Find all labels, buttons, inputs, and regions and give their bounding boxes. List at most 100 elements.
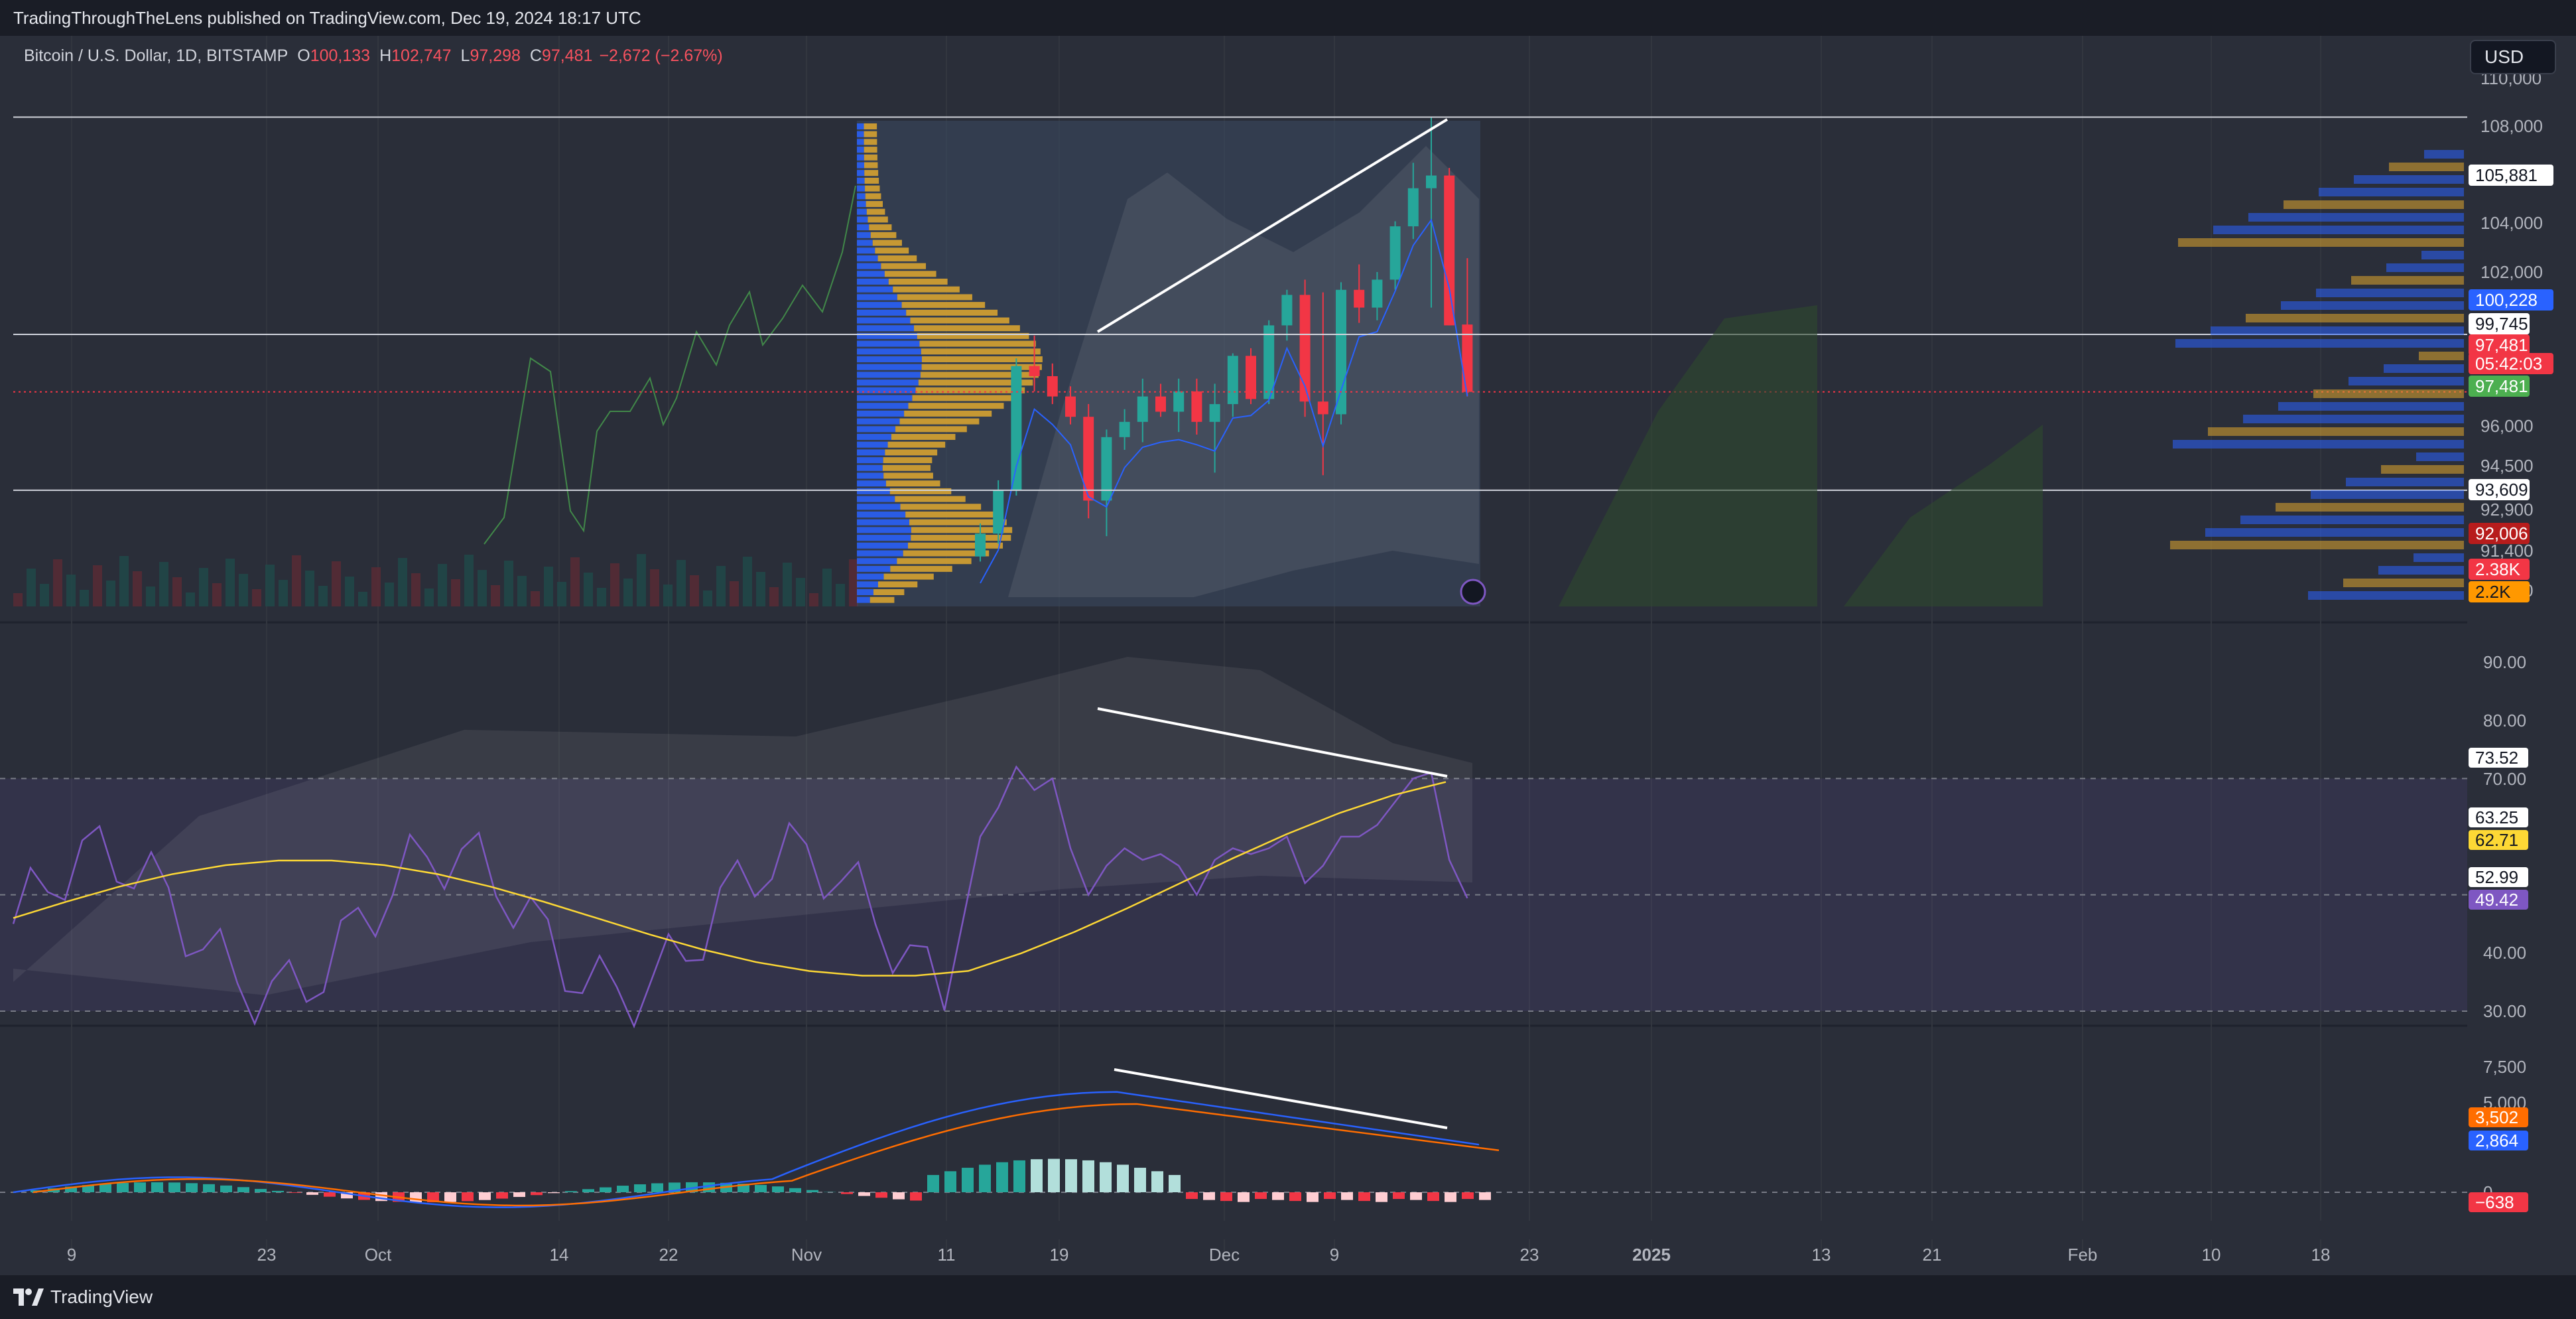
volume-profile-bar [918, 380, 1033, 386]
volume-profile-bar [857, 162, 864, 169]
volume-profile-bar [857, 123, 864, 129]
candle-body [1191, 391, 1202, 422]
macd-histogram-bar [686, 1182, 698, 1192]
macd-histogram-bar [1289, 1192, 1301, 1202]
macd-histogram-bar [1151, 1171, 1163, 1192]
macd-histogram-bar [789, 1188, 801, 1192]
macd-histogram-bar [82, 1185, 94, 1192]
rsi-badge [2469, 830, 2528, 850]
candle-body [1101, 437, 1112, 501]
right-volume-profile-bar [2178, 238, 2464, 247]
volume-profile-bar [857, 596, 870, 603]
volume-bar [279, 580, 288, 606]
volume-profile-bar [917, 332, 1029, 339]
macd-divergence-line [1114, 1068, 1448, 1129]
price-badge-text: 105,881 [2475, 165, 2538, 185]
right-volume-profile-bar [2213, 226, 2464, 234]
price-badge [2469, 353, 2553, 374]
volume-profile-bar [857, 372, 921, 378]
macd-histogram-bar [1393, 1192, 1405, 1200]
macd-histogram-bar [582, 1189, 594, 1192]
right-volume-profile-bar [2284, 200, 2464, 209]
volume-profile-bar [870, 232, 897, 238]
right-volume-profile-bar [2211, 326, 2464, 335]
right-volume-profile-bar [2170, 541, 2464, 549]
volume-profile-bar [901, 302, 986, 309]
chart-canvas[interactable]: 110,000108,000104,000102,00096,00094,500… [0, 36, 2576, 1275]
macd-histogram-bar [1065, 1159, 1077, 1192]
right-volume-profile-bar [2243, 415, 2464, 423]
rsi-badge [2469, 807, 2528, 827]
rsi-ma-line [13, 781, 1447, 977]
volume-bar [186, 592, 195, 606]
time-axis-label: Oct [365, 1245, 392, 1265]
right-volume-profile-bar [2343, 579, 2464, 587]
volume-bar [265, 565, 275, 606]
volume-profile-bar [864, 170, 879, 176]
volume-profile-bar [864, 131, 877, 137]
macd-histogram-bar [1048, 1158, 1060, 1192]
volume-profile-bar [857, 480, 886, 487]
volume-profile-bar [857, 185, 866, 192]
price-badge-text: 05:42:03 [2475, 354, 2542, 374]
candle-body [1083, 417, 1094, 501]
macd-badge-text: −638 [2475, 1192, 2514, 1212]
macd-histogram-bar [651, 1183, 663, 1192]
volume-profile-bar [904, 410, 992, 417]
volume-profile-bar [857, 589, 873, 595]
volume-profile-bar [857, 488, 890, 494]
volume-profile-bar [857, 177, 865, 184]
high-label: H [379, 46, 392, 65]
price-badge [2469, 289, 2553, 311]
volume-bar [438, 564, 447, 606]
macd-histogram-bar [1134, 1168, 1146, 1192]
price-badge-text: 99,745 [2475, 314, 2528, 334]
projection-area [1844, 425, 2043, 606]
low-label: L [460, 46, 470, 65]
rsi-bollinger-band [13, 657, 1472, 995]
tradingview-logo-icon [13, 1288, 44, 1306]
price-badge-text: 97,481 [2475, 376, 2528, 396]
right-volume-profile-bar [2276, 503, 2464, 512]
volume-profile-bar [857, 255, 878, 261]
volume-profile-bar [883, 573, 934, 580]
macd-histogram-bar [203, 1184, 215, 1192]
currency-selector[interactable]: USD [2470, 40, 2556, 74]
low-value: 97,298 [470, 46, 521, 65]
volume-profile-bar [866, 208, 885, 215]
volume-profile-bar [857, 464, 883, 471]
volume-profile-bar [884, 271, 936, 277]
macd-histogram-bar [1272, 1192, 1284, 1200]
volume-bar [53, 559, 62, 606]
candle-body [1372, 279, 1383, 308]
macd-histogram-bar [1117, 1164, 1129, 1192]
volume-bar [663, 585, 673, 606]
macd-histogram-bar [1462, 1192, 1474, 1200]
price-badge [2469, 581, 2530, 602]
right-volume-profile-bar [2173, 440, 2464, 449]
macd-histogram-bar [755, 1184, 767, 1192]
volume-bar [716, 566, 726, 606]
volume-bar [411, 573, 420, 606]
macd-histogram-bar [531, 1192, 543, 1196]
time-axis-label: 21 [1923, 1245, 1942, 1265]
volume-bar [796, 578, 805, 606]
candle-body [1317, 401, 1328, 415]
volume-profile-bar [857, 325, 915, 332]
macd-histogram-bar [927, 1174, 939, 1192]
volume-profile-bar [911, 527, 1013, 533]
macd-histogram-bar [1410, 1192, 1422, 1200]
volume-profile-bar [865, 193, 881, 200]
right-volume-profile-bar [2208, 427, 2464, 436]
time-axis-label: 19 [1050, 1245, 1069, 1265]
macd-histogram-bar [1169, 1174, 1181, 1192]
right-volume-profile-bar [2278, 402, 2464, 411]
volume-bar [318, 586, 328, 606]
symbol-legend[interactable]: Bitcoin / U.S. Dollar, 1D, BITSTAMP O 100… [24, 46, 723, 66]
volume-profile-bar [857, 573, 884, 580]
tradingview-brand[interactable]: TradingView [13, 1286, 153, 1308]
price-history-line [483, 185, 856, 545]
macd-histogram-bar [1255, 1192, 1267, 1200]
candle-body [1263, 325, 1275, 399]
volume-profile-bar [877, 255, 917, 261]
